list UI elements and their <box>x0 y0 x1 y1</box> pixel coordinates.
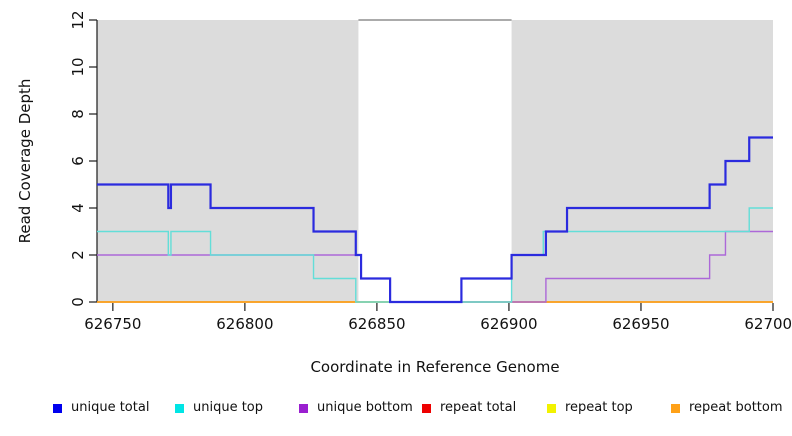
x-tick-label: 626850 <box>348 315 405 333</box>
y-tick-label: 0 <box>69 297 87 307</box>
axes-layer: 0 2 4 6 8 10 12 626750 626800 626850 626900 626950 6… <box>69 10 792 333</box>
x-tick-label: 626900 <box>480 315 537 333</box>
legend-item-unique-total: unique total <box>53 398 149 418</box>
legend-swatch-icon <box>671 403 680 413</box>
shaded-regions-layer <box>97 19 773 302</box>
legend-label: repeat top <box>565 400 633 415</box>
legend-swatch-icon <box>299 403 308 413</box>
legend-swatch-icon <box>547 403 556 413</box>
legend-item-repeat-bottom: repeat bottom <box>671 398 783 418</box>
series-layer <box>97 136 773 304</box>
legend: unique total unique top unique bottom repea… <box>0 398 792 418</box>
y-tick-label: 12 <box>69 10 87 29</box>
legend-label: unique top <box>193 400 264 415</box>
shaded-region-left <box>97 20 359 302</box>
x-tick-label: 627000 <box>744 315 792 333</box>
series-line-unique-total <box>97 136 773 304</box>
legend-item-repeat-top: repeat top <box>547 398 633 418</box>
x-axis-title: Coordinate in Reference Genome <box>310 358 559 376</box>
series-line-unique-top <box>97 207 773 303</box>
y-tick-label: 10 <box>69 57 87 76</box>
legend-item-unique-bottom: unique bottom <box>299 398 413 418</box>
legend-swatch-icon <box>422 403 431 413</box>
x-tick-label: 626750 <box>84 315 141 333</box>
x-tick-label: 626950 <box>612 315 669 333</box>
x-tick-label: 626800 <box>216 315 273 333</box>
y-tick-label: 2 <box>69 250 87 260</box>
legend-label: unique bottom <box>317 400 413 415</box>
legend-item-unique-top: unique top <box>175 398 263 418</box>
legend-label: repeat bottom <box>689 400 783 415</box>
y-axis-title: Read Coverage Depth <box>16 79 34 244</box>
y-tick-label: 4 <box>69 203 87 213</box>
legend-swatch-icon <box>53 403 62 413</box>
legend-item-repeat-total: repeat total <box>422 398 516 418</box>
y-tick-label: 6 <box>69 156 87 166</box>
y-tick-label: 8 <box>69 109 87 119</box>
legend-label: repeat total <box>440 400 517 415</box>
legend-label: unique total <box>71 400 150 415</box>
legend-swatch-icon <box>175 403 184 413</box>
